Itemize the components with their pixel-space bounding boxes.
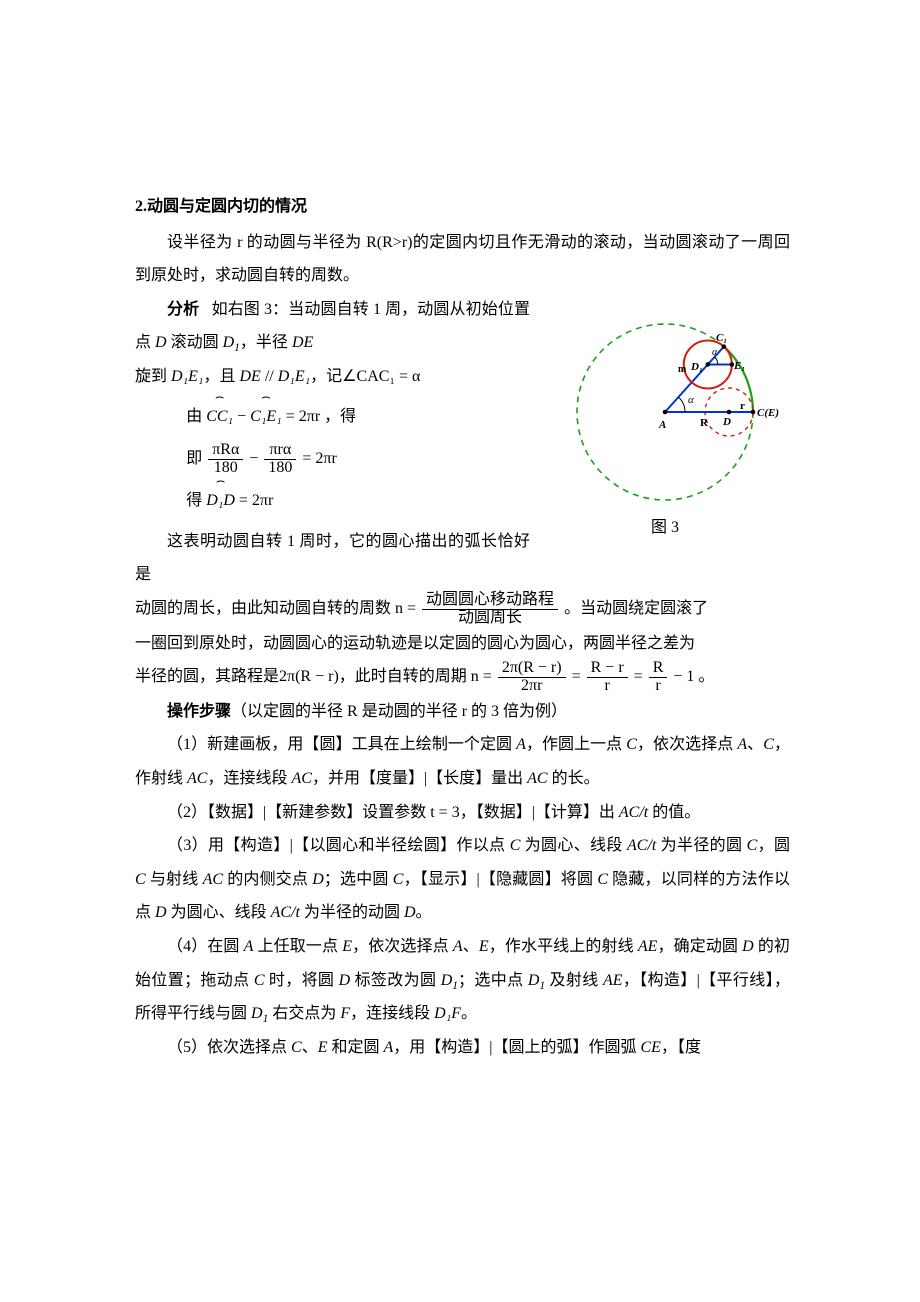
ops-heading: 操作步骤（以定圆的半径 R 是动圆的半径 r 的 3 倍为例） — [135, 695, 790, 729]
step-4: （4）在圆 A 上任取一点 E，依次选择点 A、E，作水平线上的射线 AE，确定… — [135, 930, 790, 1031]
explain-2: 动圆的周长，由此知动圆自转的周数 n = 动圆圆心移动路程动圆周长 。当动圆绕定… — [135, 592, 790, 627]
svg-text:R: R — [700, 417, 709, 429]
svg-text:C₁: C₁ — [716, 332, 727, 344]
ops-label: 操作步骤 — [167, 703, 231, 720]
svg-text:α: α — [712, 347, 718, 358]
step-5: （5）依次选择点 C、E 和定圆 A，用【构造】|【圆上的弧】作圆弧 CE，【度 — [135, 1031, 790, 1065]
section-heading: 2.动圆与定圆内切的情况 — [135, 190, 790, 224]
svg-text:D: D — [722, 416, 731, 428]
step-2: （2）【数据】|【新建参数】设置参数 t = 3，【数据】|【计算】出 AC/t… — [135, 796, 790, 830]
explain-4: 半径的圆，其路程是2π(R − r)，此时自转的周期 n = 2π(R − r)… — [135, 660, 790, 695]
document-page: 2.动圆与定圆内切的情况 设半径为 r 的动圆与半径为 R(R>r)的定圆内切且… — [0, 0, 920, 1124]
svg-text:α: α — [688, 394, 694, 406]
intro-paragraph: 设半径为 r 的动圆与半径为 R(R>r)的定圆内切且作无滑动的滚动，当动圆滚动… — [135, 226, 790, 293]
svg-text:E₁: E₁ — [733, 360, 745, 372]
svg-text:A: A — [658, 419, 666, 431]
svg-text:D₁: D₁ — [690, 361, 703, 373]
step-1: （1）新建画板，用【圆】工具在上绘制一个定圆 A，作圆上一点 C，依次选择点 A… — [135, 728, 790, 795]
step-3: （3）用【构造】|【以圆心和半径绘圆】作以点 C 为圆心、线段 AC/t 为半径… — [135, 829, 790, 930]
figure-caption: 图 3 — [540, 511, 790, 545]
figure-3: A R r C(E) D C₁ D₁ E₁ α α m 图 3 — [540, 297, 790, 545]
figure-3-svg: A R r C(E) D C₁ D₁ E₁ α α m — [550, 297, 780, 507]
analysis-label: 分析 — [167, 301, 199, 318]
explain-3: 一圈回到原处时，动圆圆心的运动轨迹是以定圆的圆心为圆心，两圆半径之差为 — [135, 627, 790, 661]
svg-text:m: m — [678, 364, 687, 375]
svg-text:C(E): C(E) — [757, 407, 779, 419]
svg-text:r: r — [740, 400, 745, 412]
